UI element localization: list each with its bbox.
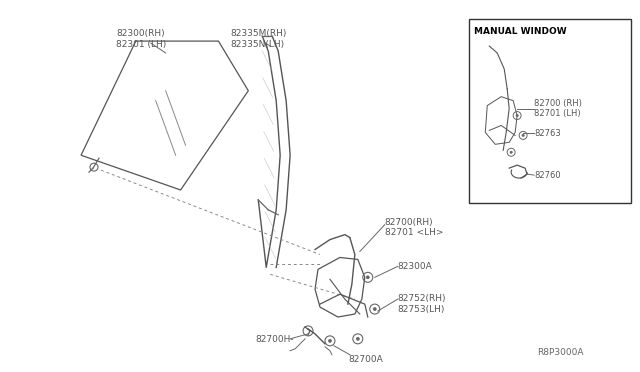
Circle shape [522,134,524,137]
Text: 82335M(RH)
82335N(LH): 82335M(RH) 82335N(LH) [230,29,287,49]
Text: 82300(RH)
82301 (LH): 82300(RH) 82301 (LH) [116,29,166,49]
Circle shape [373,308,376,311]
Text: 82700(RH)
82701 <LH>: 82700(RH) 82701 <LH> [385,218,444,237]
Text: 82752(RH)
82753(LH): 82752(RH) 82753(LH) [397,294,446,314]
Text: 82700A: 82700A [348,355,383,364]
Text: R8P3000A: R8P3000A [537,348,584,357]
Bar [469,19,630,203]
Text: 82700 (RH)
82701 (LH): 82700 (RH) 82701 (LH) [534,99,582,118]
Circle shape [516,114,518,117]
Text: 82760: 82760 [534,171,561,180]
Text: 82763: 82763 [534,129,561,138]
Circle shape [356,337,359,340]
Text: 82300A: 82300A [397,262,433,272]
Text: MANUAL WINDOW: MANUAL WINDOW [474,27,567,36]
Circle shape [510,151,513,153]
Circle shape [366,276,369,279]
Circle shape [328,339,332,342]
Text: 82700H-: 82700H- [255,335,294,344]
